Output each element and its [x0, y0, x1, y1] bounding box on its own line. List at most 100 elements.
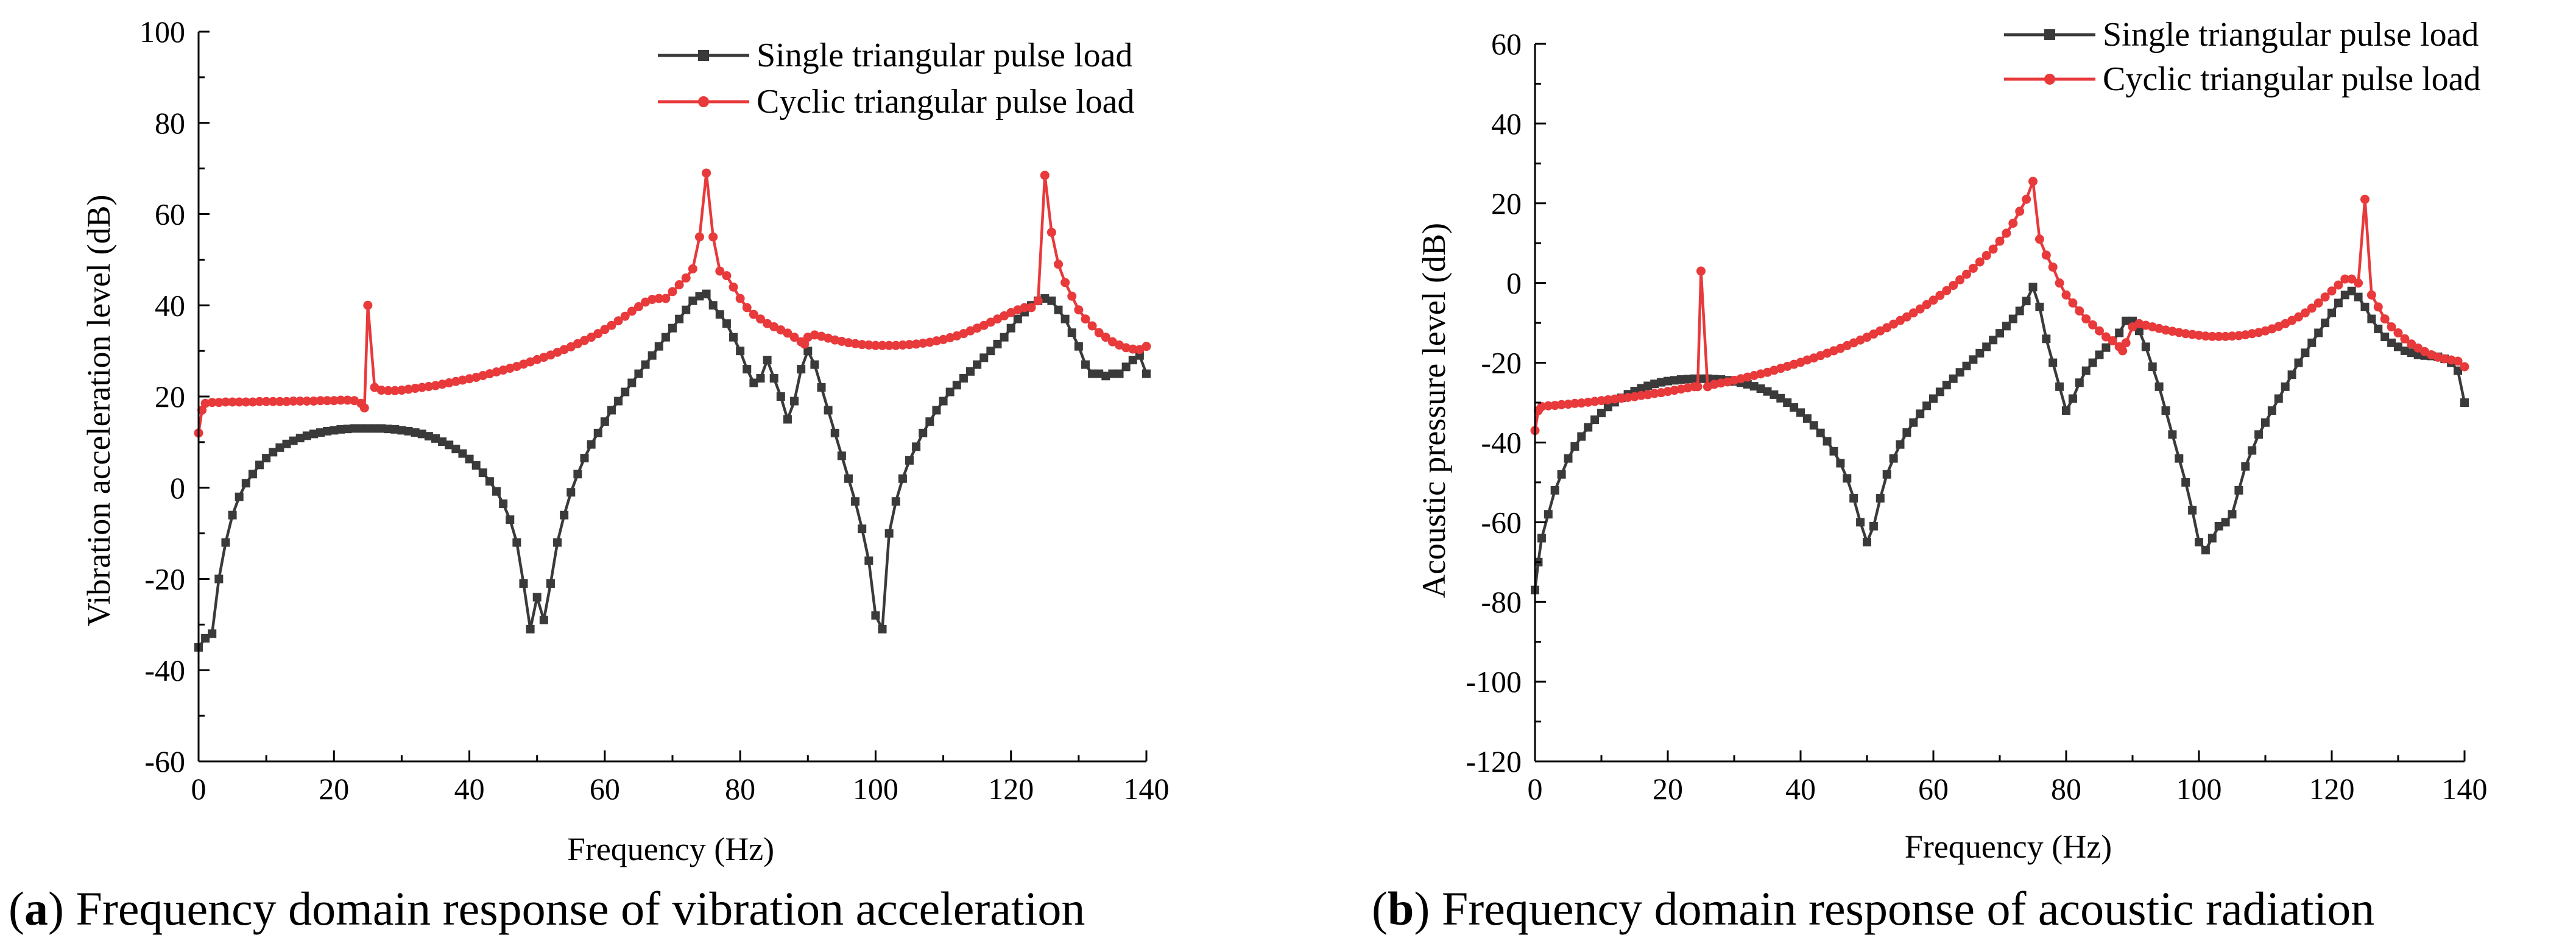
data-point — [2334, 280, 2343, 290]
data-point — [884, 340, 894, 350]
series-line — [197, 292, 1148, 649]
data-point — [1955, 275, 1965, 284]
data-point — [2034, 235, 2044, 244]
data-point — [2320, 292, 2330, 302]
data-point — [743, 365, 752, 374]
data-point — [2181, 478, 2190, 487]
data-point — [2095, 326, 2104, 336]
data-point — [783, 328, 792, 338]
y-tick-label: -40 — [144, 653, 185, 687]
data-point — [1836, 459, 1845, 468]
data-point — [1101, 372, 1110, 381]
data-point — [1550, 485, 1559, 495]
x-axis-label-b: Frequency (Hz) — [1905, 828, 2112, 865]
data-point — [2141, 342, 2150, 351]
data-point — [1915, 304, 1925, 314]
data-point — [986, 347, 995, 356]
data-point — [2122, 316, 2131, 325]
data-point — [979, 320, 989, 330]
data-point — [2380, 314, 2390, 324]
data-point — [248, 397, 258, 407]
series-cyclic-b — [1530, 177, 2469, 436]
data-point — [1676, 375, 1685, 384]
data-point — [1696, 266, 1706, 276]
data-point — [424, 432, 433, 441]
data-point — [2267, 406, 2276, 415]
data-point — [1916, 409, 1925, 418]
data-point — [268, 397, 278, 406]
axes-b: 0 20 40 60 80 100 120 140 -120 -100 -80 -60 -40 -20 0 2… — [1466, 27, 2487, 806]
data-point — [1902, 428, 1911, 437]
data-point — [891, 497, 900, 506]
data-point — [1583, 397, 1593, 407]
data-point — [810, 330, 819, 340]
data-point — [648, 295, 657, 305]
data-point — [1054, 305, 1063, 314]
legend-marker-cyclic-b — [2044, 74, 2055, 85]
data-point — [1896, 440, 1905, 449]
data-point — [2460, 362, 2469, 372]
data-point — [2015, 306, 2024, 316]
data-point — [993, 339, 1002, 348]
data-point — [2188, 506, 2197, 515]
data-point — [871, 611, 880, 620]
data-point — [973, 360, 982, 369]
data-point — [2287, 370, 2296, 379]
data-point — [281, 397, 291, 406]
data-point — [1610, 394, 1620, 404]
data-point — [1968, 263, 1978, 273]
data-point — [431, 434, 440, 443]
data-point — [2407, 348, 2416, 358]
data-point — [221, 538, 230, 547]
data-point — [742, 303, 752, 312]
data-point — [661, 333, 670, 342]
data-point — [1564, 454, 1573, 463]
data-point — [2002, 228, 2011, 238]
data-point — [864, 556, 873, 565]
data-point — [1657, 378, 1666, 387]
data-point — [898, 340, 908, 350]
data-point — [2028, 177, 2038, 186]
data-point — [979, 353, 989, 362]
data-point — [905, 456, 914, 465]
data-point — [329, 396, 339, 406]
data-point — [350, 424, 359, 433]
data-point — [1876, 494, 1885, 503]
data-point — [1087, 321, 1097, 331]
data-point — [797, 365, 806, 374]
data-point — [2041, 250, 2051, 260]
data-point — [682, 305, 691, 314]
data-point — [695, 292, 704, 301]
data-point — [2234, 485, 2243, 495]
data-point — [1101, 333, 1110, 342]
data-point — [580, 336, 590, 345]
x-tick-label: 80 — [725, 772, 755, 806]
data-point — [864, 340, 873, 350]
data-point — [2354, 292, 2363, 302]
data-point — [1040, 171, 1050, 180]
x-tick-label: 100 — [2176, 772, 2222, 806]
data-point — [2367, 314, 2376, 323]
data-point — [1603, 395, 1613, 404]
data-point — [593, 329, 603, 339]
data-point — [1856, 518, 1865, 527]
data-point — [200, 398, 210, 408]
data-point — [736, 347, 745, 356]
data-point — [417, 429, 426, 439]
data-point — [2453, 356, 2463, 366]
legend-label-cyclic-b: Cyclic triangular pulse load — [2103, 60, 2480, 98]
data-point — [248, 470, 257, 479]
data-point — [1863, 538, 1871, 547]
data-point — [837, 451, 846, 460]
data-point — [566, 342, 576, 351]
data-point — [1074, 305, 1084, 315]
data-point — [2294, 312, 2303, 322]
data-point — [1537, 534, 1546, 543]
data-point — [2148, 362, 2157, 372]
data-point — [2228, 331, 2237, 341]
data-point — [384, 425, 393, 434]
data-point — [221, 397, 230, 407]
data-point — [2373, 302, 2383, 312]
data-point — [715, 266, 725, 276]
data-point — [2307, 338, 2317, 347]
